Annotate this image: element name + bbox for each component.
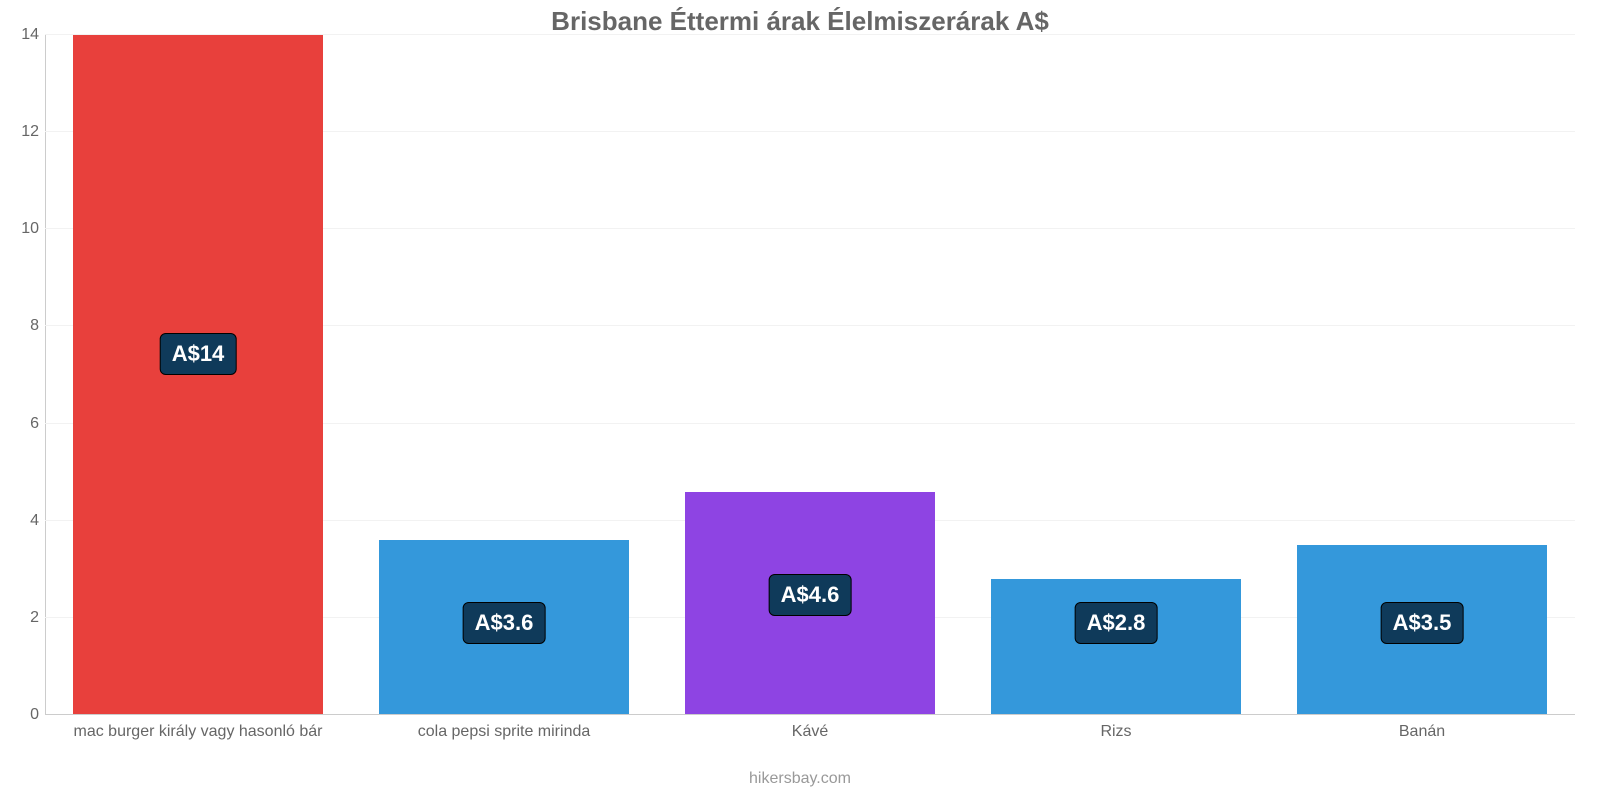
x-axis-line [45,714,1575,715]
bar-slot: A$3.5Banán [1269,35,1575,715]
x-tick-label: Rizs [1100,723,1131,741]
bar-chart: Brisbane Éttermi árak Élelmiszerárak A$ … [0,0,1600,800]
bar-value-label: A$3.5 [1381,602,1464,644]
y-tick-label: 4 [7,512,39,530]
attribution-text: hikersbay.com [0,770,1600,788]
bar-value-label: A$3.6 [463,602,546,644]
bar-slot: A$4.6Kávé [657,35,963,715]
bar-value-label: A$2.8 [1075,602,1158,644]
y-tick-label: 8 [7,317,39,335]
bar-slot: A$14mac burger király vagy hasonló bár [45,35,351,715]
bar-value-label: A$14 [160,333,237,375]
chart-title: Brisbane Éttermi árak Élelmiszerárak A$ [0,6,1600,37]
y-tick-label: 0 [7,706,39,724]
y-tick-label: 14 [7,26,39,44]
x-tick-label: Banán [1399,723,1445,741]
plot-area: 02468101214 A$14mac burger király vagy h… [45,35,1575,715]
bar-slot: A$2.8Rizs [963,35,1269,715]
y-tick-label: 6 [7,415,39,433]
x-tick-label: cola pepsi sprite mirinda [418,723,591,741]
y-tick-label: 10 [7,220,39,238]
bar-slot: A$3.6cola pepsi sprite mirinda [351,35,657,715]
bar [991,579,1242,715]
x-tick-label: Kávé [792,723,828,741]
y-tick-label: 2 [7,609,39,627]
x-tick-label: mac burger király vagy hasonló bár [73,723,322,741]
bar-value-label: A$4.6 [769,574,852,616]
y-tick-label: 12 [7,123,39,141]
bars-container: A$14mac burger király vagy hasonló bárA$… [45,35,1575,715]
bar [73,35,324,715]
